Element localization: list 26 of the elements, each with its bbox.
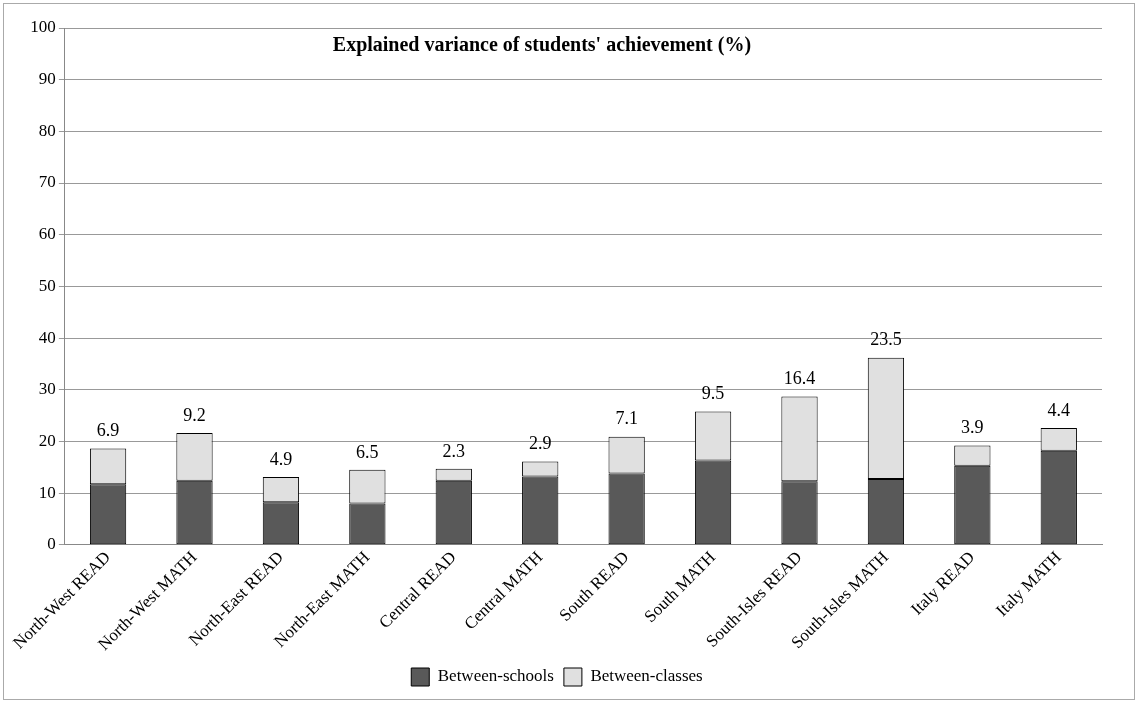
- y-tick-label: 50: [38, 275, 56, 295]
- y-tick-label: 100: [30, 17, 56, 37]
- data-label: 6.5: [356, 441, 379, 462]
- legend-label: Between-schools: [437, 666, 554, 686]
- y-tick-label: 70: [38, 172, 56, 192]
- chart-title: Explained variance of students' achievement (%): [332, 33, 752, 57]
- data-label: 2.9: [528, 433, 552, 454]
- y-tick-label: 60: [38, 224, 56, 244]
- y-tick-label: 30: [38, 379, 56, 399]
- data-label: 4.4: [1047, 399, 1071, 420]
- data-label: 4.9: [269, 448, 293, 469]
- data-label: 7.1: [615, 408, 638, 429]
- y-tick-label: 20: [38, 430, 56, 450]
- y-tick-label: 80: [38, 120, 56, 140]
- data-label: 23.5: [870, 329, 902, 350]
- data-label: 3.9: [961, 417, 984, 438]
- data-label: 6.9: [96, 420, 120, 441]
- data-label: 2.3: [442, 440, 466, 461]
- data-label: 9.5: [701, 383, 725, 404]
- y-tick-label: 0: [47, 534, 56, 554]
- data-label: 9.2: [183, 404, 206, 425]
- y-tick-label: 90: [38, 69, 56, 89]
- y-tick-label: 10: [38, 482, 56, 502]
- data-label: 16.4: [783, 368, 816, 389]
- legend-label: Between-classes: [590, 666, 703, 686]
- y-tick-label: 40: [38, 327, 56, 347]
